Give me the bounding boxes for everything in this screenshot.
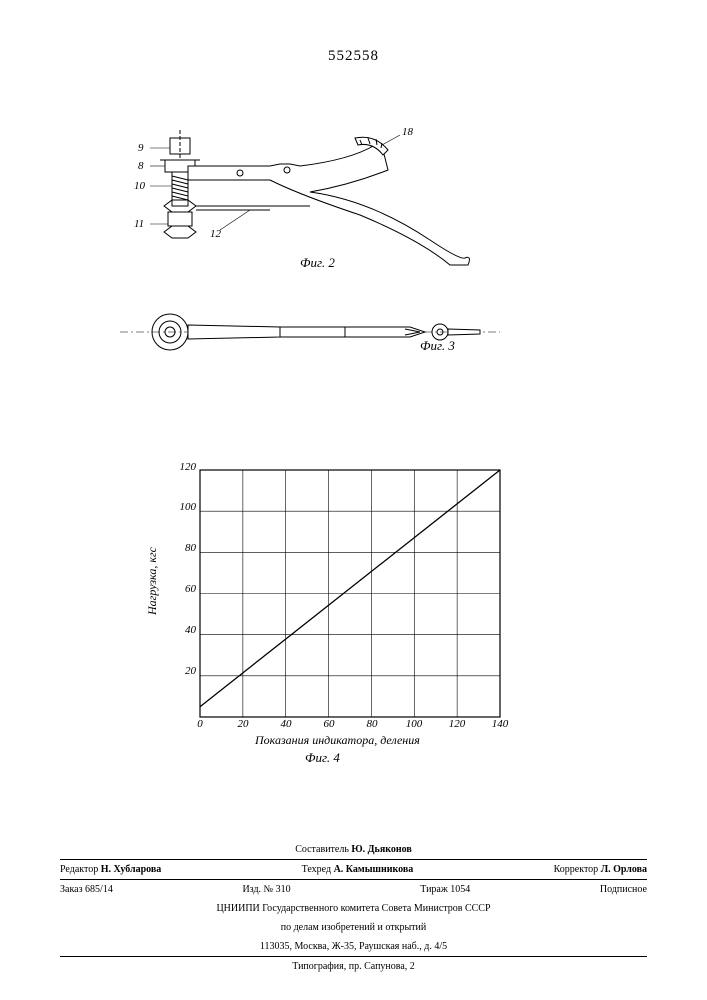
xtick-80: 80 <box>362 718 382 730</box>
ref-8: 8 <box>138 160 144 172</box>
compiler-label: Составитель <box>295 844 349 855</box>
izd-value: 310 <box>276 884 291 895</box>
address-line: 113035, Москва, Ж-35, Раушская наб., д. … <box>60 937 647 956</box>
ytick-60: 60 <box>171 583 196 595</box>
fig4-label: Фиг. 4 <box>305 750 340 766</box>
izd-label: Изд. № <box>242 884 273 895</box>
xtick-60: 60 <box>319 718 339 730</box>
ytick-100: 100 <box>171 501 196 513</box>
xtick-20: 20 <box>233 718 253 730</box>
ref-18: 18 <box>402 126 413 138</box>
figure-4-chart: 20 40 60 80 100 120 0 20 40 60 80 100 12… <box>175 465 515 765</box>
ytick-80: 80 <box>171 542 196 554</box>
footer-credits-row: Редактор Н. Хубларова Техред А. Камышник… <box>60 859 647 879</box>
order-label: Заказ <box>60 884 83 895</box>
tirazh-label: Тираж <box>420 884 448 895</box>
tirazh-cell: Тираж 1054 <box>420 882 470 897</box>
corrector-label: Корректор <box>554 864 599 875</box>
org-line-1: ЦНИИПИ Государственного комитета Совета … <box>60 899 647 918</box>
corrector-name: Л. Орлова <box>601 864 647 875</box>
editor-name: Н. Хубларова <box>101 864 162 875</box>
chart-svg <box>175 465 515 725</box>
ytick-120: 120 <box>171 461 196 473</box>
order-cell: Заказ 685/14 <box>60 882 113 897</box>
ref-9: 9 <box>138 142 144 154</box>
ref-10: 10 <box>134 180 145 192</box>
tech-name: А. Камышникова <box>334 864 414 875</box>
izd-cell: Изд. № 310 <box>242 882 290 897</box>
xtick-0: 0 <box>190 718 210 730</box>
editor-cell: Редактор Н. Хубларова <box>60 862 161 877</box>
figure-3: Фиг. 3 <box>120 305 500 360</box>
fig3-label: Фиг. 3 <box>420 338 455 354</box>
tirazh-value: 1054 <box>450 884 470 895</box>
xtick-100: 100 <box>404 718 424 730</box>
corrector-cell: Корректор Л. Орлова <box>554 862 647 877</box>
chart-ylabel: Нагрузка, кгс <box>145 547 160 615</box>
fig2-label: Фиг. 2 <box>300 255 335 271</box>
figure-2-drawing <box>120 130 500 300</box>
ref-12: 12 <box>210 228 221 240</box>
tech-cell: Техред А. Камышникова <box>302 862 414 877</box>
podpisnoe: Подписное <box>600 882 647 897</box>
ytick-40: 40 <box>171 624 196 636</box>
org-line-2: по делам изобретений и открытий <box>60 918 647 937</box>
xtick-120: 120 <box>447 718 467 730</box>
footer-compiler-line: Составитель Ю. Дьяконов <box>60 840 647 859</box>
editor-label: Редактор <box>60 864 98 875</box>
compiler-name: Ю. Дьяконов <box>351 844 411 855</box>
patent-number: 552558 <box>0 48 707 65</box>
figure-2: 9 8 10 11 12 18 Фиг. 2 <box>120 130 500 300</box>
footer: Составитель Ю. Дьяконов Редактор Н. Хубл… <box>60 840 647 976</box>
chart-xlabel: Показания индикатора, деления <box>255 733 420 748</box>
ref-11: 11 <box>134 218 144 230</box>
order-value: 685/14 <box>85 884 113 895</box>
footer-print-row: Заказ 685/14 Изд. № 310 Тираж 1054 Подпи… <box>60 879 647 899</box>
tech-label: Техред <box>302 864 331 875</box>
ytick-20: 20 <box>171 665 196 677</box>
xtick-140: 140 <box>490 718 510 730</box>
printer-line: Типография, пр. Сапунова, 2 <box>60 956 647 976</box>
xtick-40: 40 <box>276 718 296 730</box>
